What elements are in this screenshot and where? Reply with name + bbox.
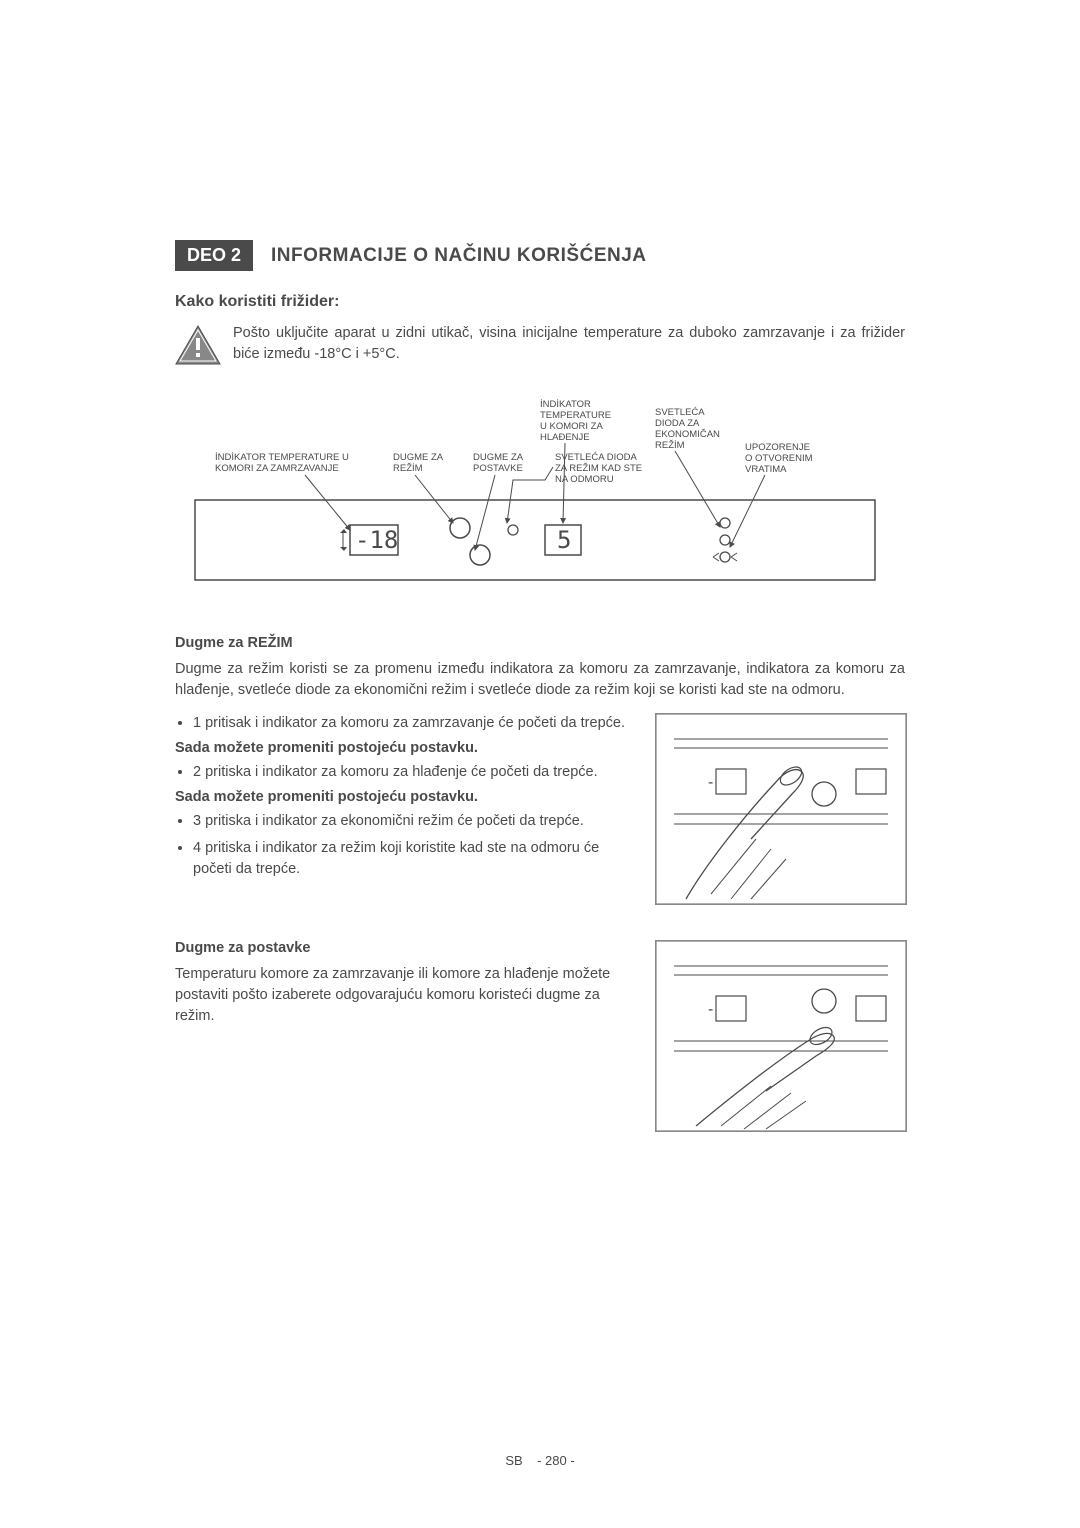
mode-button-row: 1 pritisak i indikator za komoru za zamr… [175,713,905,910]
footer-page: - 280 - [537,1453,575,1468]
label-mode-btn: DUGME ZA REŽİM [393,452,445,474]
mode-illustration-svg: - [655,713,907,905]
set-text-col: Dugme za postavke Temperaturu komore za … [175,940,625,1039]
mode-bullet-1: 1 pritisak i indikator za komoru za zamr… [193,713,625,734]
intro-text: Pošto uključite aparat u zidni utikač, v… [233,323,905,365]
set-illustration: - [655,940,905,1137]
svg-text:-: - [708,1001,713,1018]
mode-bullet-4: 4 pritiska i indikator za režim koji kor… [193,838,625,880]
control-panel-diagram: İNDİKATOR TEMPERATURE U KOMORI ZA ZAMRZA… [175,395,905,595]
page: DEO 2 INFORMACIJE O NAČINU KORIŠĆENJA Ka… [0,0,1080,1528]
mode-button-intro: Dugme za režim koristi se za promenu izm… [175,659,905,701]
section-badge: DEO 2 [175,240,253,271]
label-cooler-temp: İNDİKATOR TEMPERATURE U KOMORI ZA HLAĐEN… [540,399,614,443]
cooler-display: 5 [557,526,571,554]
panel-svg: İNDİKATOR TEMPERATURE U KOMORI ZA ZAMRZA… [175,395,895,595]
subheading: Kako koristiti frižider: [175,293,905,311]
set-button-row: Dugme za postavke Temperaturu komore za … [175,940,905,1137]
label-set-btn: DUGME ZA POSTAVKE [473,452,525,474]
label-eco-led: SVETLEĆA DIODA ZA EKONOMIČAN REŽİM [655,407,723,451]
mode-note-1: Sada možete promeniti postojeću postavku… [175,740,625,756]
mode-illustration: - [655,713,905,910]
freezer-display: -18 [355,526,398,554]
label-freezer-temp: İNDİKATOR TEMPERATURE U KOMORI ZA ZAMRZA… [215,452,352,474]
mode-button-heading: Dugme za REŽIM [175,635,905,651]
set-illustration-svg: - [655,940,907,1132]
section-header: DEO 2 INFORMACIJE O NAČINU KORIŠĆENJA [175,240,905,271]
intro-row: Pošto uključite aparat u zidni utikač, v… [175,323,905,365]
set-button-heading: Dugme za postavke [175,940,625,956]
section-title: INFORMACIJE O NAČINU KORIŠĆENJA [271,245,646,267]
mode-note-2: Sada možete promeniti postojeću postavku… [175,789,625,805]
mode-bullet-2: 2 pritiska i indikator za komoru za hlađ… [193,762,625,783]
mode-bullets-col: 1 pritisak i indikator za komoru za zamr… [175,713,625,886]
set-button-para: Temperaturu komore za zamrzavanje ili ko… [175,964,625,1027]
footer-lang: SB [505,1453,522,1468]
label-door-warn: UPOZORENJE O OTVORENIM VRATIMA [745,442,815,475]
label-vacation-led: SVETLEĆA DIODA ZA REŽIM KAD STE NA ODMOR… [555,452,645,485]
warning-icon [175,325,221,365]
mode-bullet-3: 3 pritiska i indikator za ekonomični rež… [193,811,625,832]
page-footer: SB - 280 - [0,1453,1080,1468]
svg-text:-: - [708,774,713,791]
